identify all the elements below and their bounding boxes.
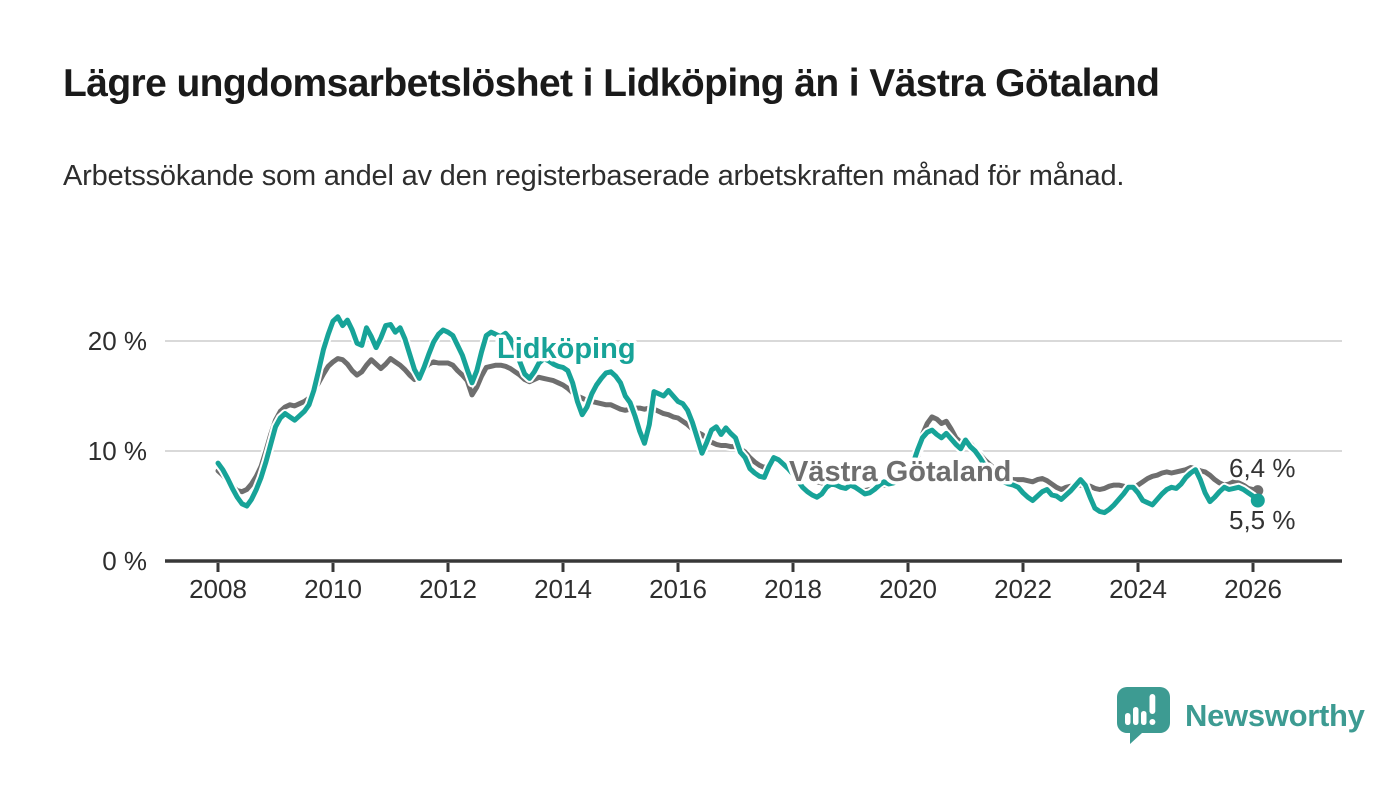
x-axis-label: 2024 xyxy=(1109,574,1167,604)
x-axis-label: 2016 xyxy=(649,574,707,604)
y-axis-label: 10 % xyxy=(88,436,147,466)
series-end-dot-lidkoping xyxy=(1250,493,1265,508)
chart-plot-area: 0 % 10 % 20 % 2008 2010 2012 2014 2016 2018 2020 2… xyxy=(88,312,1342,604)
series-label-lidkoping: Lidköping xyxy=(497,333,636,365)
series-label-vastra-gotaland: Västra Götaland xyxy=(789,456,1011,488)
chart-subtitle: Arbetssökande som andel av den registerb… xyxy=(63,160,1125,192)
x-axis-label: 2022 xyxy=(994,574,1052,604)
x-axis-label: 2026 xyxy=(1224,574,1282,604)
newsworthy-logo[interactable]: Newsworthy xyxy=(1116,686,1365,745)
x-axis-label: 2014 xyxy=(534,574,592,604)
series-line-vastra-gotaland xyxy=(215,356,1261,495)
x-axis-label: 2010 xyxy=(304,574,362,604)
y-axis-label: 20 % xyxy=(88,326,147,356)
x-axis-label: 2018 xyxy=(764,574,822,604)
chart-title: Lägre ungdomsarbetslöshet i Lidköping än… xyxy=(63,62,1160,105)
x-axis-label: 2012 xyxy=(419,574,477,604)
y-axis-label: 0 % xyxy=(102,546,147,576)
end-value-label-vastra-gotaland: 6,4 % xyxy=(1229,453,1296,483)
series-line-lidkoping xyxy=(215,314,1261,516)
x-axis-label: 2008 xyxy=(189,574,247,604)
newsworthy-icon xyxy=(1117,687,1170,744)
x-axis-label: 2020 xyxy=(879,574,937,604)
newsworthy-wordmark: Newsworthy xyxy=(1185,697,1365,733)
bar-chart-glyph xyxy=(1125,694,1156,725)
series-line-casing-1 xyxy=(213,354,1263,497)
end-value-label-lidkoping: 5,5 % xyxy=(1229,505,1296,535)
